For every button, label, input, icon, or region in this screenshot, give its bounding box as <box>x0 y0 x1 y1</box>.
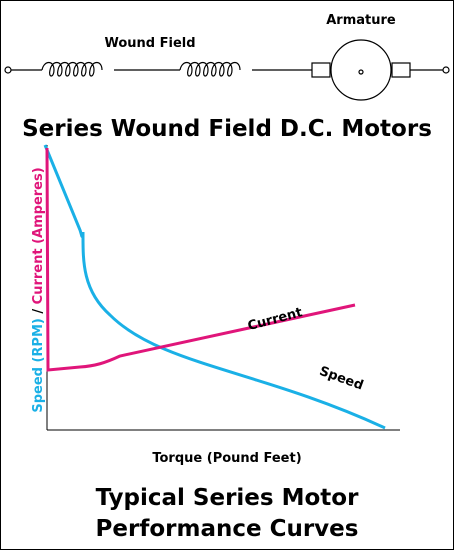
caption-line: Typical Series Motor <box>96 485 360 511</box>
brush <box>311 62 331 78</box>
circuit <box>4 39 450 101</box>
coil <box>41 61 103 77</box>
coil <box>179 61 241 77</box>
current-axis-label: Current (Amperes) <box>31 167 46 304</box>
title: Series Wound Field D.C. Motors <box>22 116 432 142</box>
current-curve <box>45 147 356 372</box>
caption-line: Performance Curves <box>96 516 359 542</box>
speed-axis-label: Speed (RPM) <box>31 318 46 413</box>
armature <box>330 39 392 101</box>
y-axis-label: Speed (RPM) / Current (Amperes) <box>31 167 46 412</box>
terminal <box>442 66 450 74</box>
armature-label: Armature <box>326 13 396 28</box>
field-label: Wound Field <box>104 36 195 51</box>
separator: / <box>31 309 46 314</box>
x-axis-label: Torque (Pound Feet) <box>152 451 301 466</box>
armature-center <box>358 69 364 75</box>
speed-curve <box>43 144 386 430</box>
